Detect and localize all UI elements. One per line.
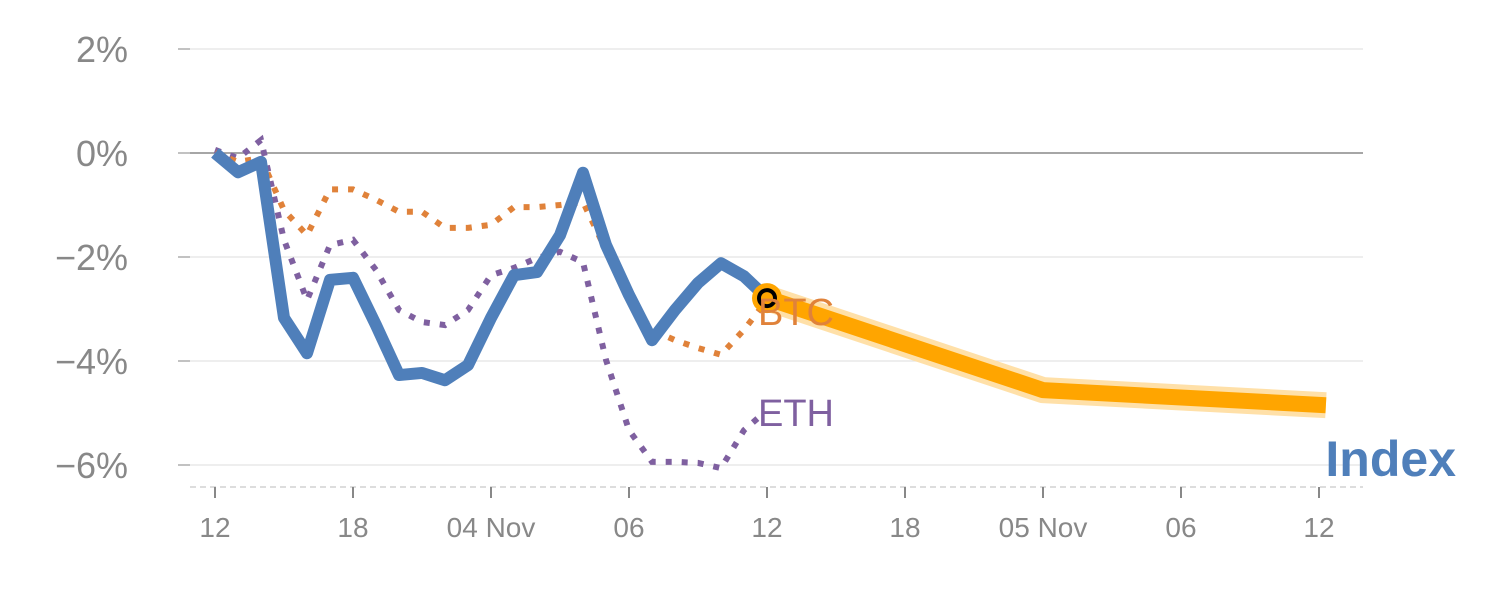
x-tick-label: 06 [613, 512, 644, 543]
x-tick-label: 05 Nov [999, 512, 1088, 543]
index-series-label: Index [1325, 431, 1456, 487]
x-tick-label: 12 [1303, 512, 1334, 543]
x-tick-label: 04 Nov [447, 512, 536, 543]
y-tick-label: −2% [55, 237, 128, 278]
x-tick-label: 18 [337, 512, 368, 543]
y-tick-label: 2% [76, 29, 128, 70]
x-tick-label: 18 [889, 512, 920, 543]
current-point-marker-ring [757, 288, 777, 309]
series-lines [211, 134, 1327, 472]
btc-series-label: BTC [758, 292, 834, 334]
x-tick-label: 06 [1165, 512, 1196, 543]
y-tick-label: −6% [55, 445, 128, 486]
index-projection-line [764, 290, 1327, 414]
x-axis: 12 18 04 Nov 06 12 18 05 Nov 06 12 [190, 486, 1363, 543]
x-tick-label: 12 [199, 512, 230, 543]
y-axis: 2% 0% −2% −4% −6% [55, 29, 190, 486]
grid-lines [190, 48, 1363, 466]
current-point-marker [752, 283, 782, 314]
y-tick-label: 0% [76, 133, 128, 174]
index-line [211, 148, 772, 387]
x-tick-label: 12 [751, 512, 782, 543]
eth-series-label: ETH [758, 393, 834, 435]
y-tick-label: −4% [55, 341, 128, 382]
